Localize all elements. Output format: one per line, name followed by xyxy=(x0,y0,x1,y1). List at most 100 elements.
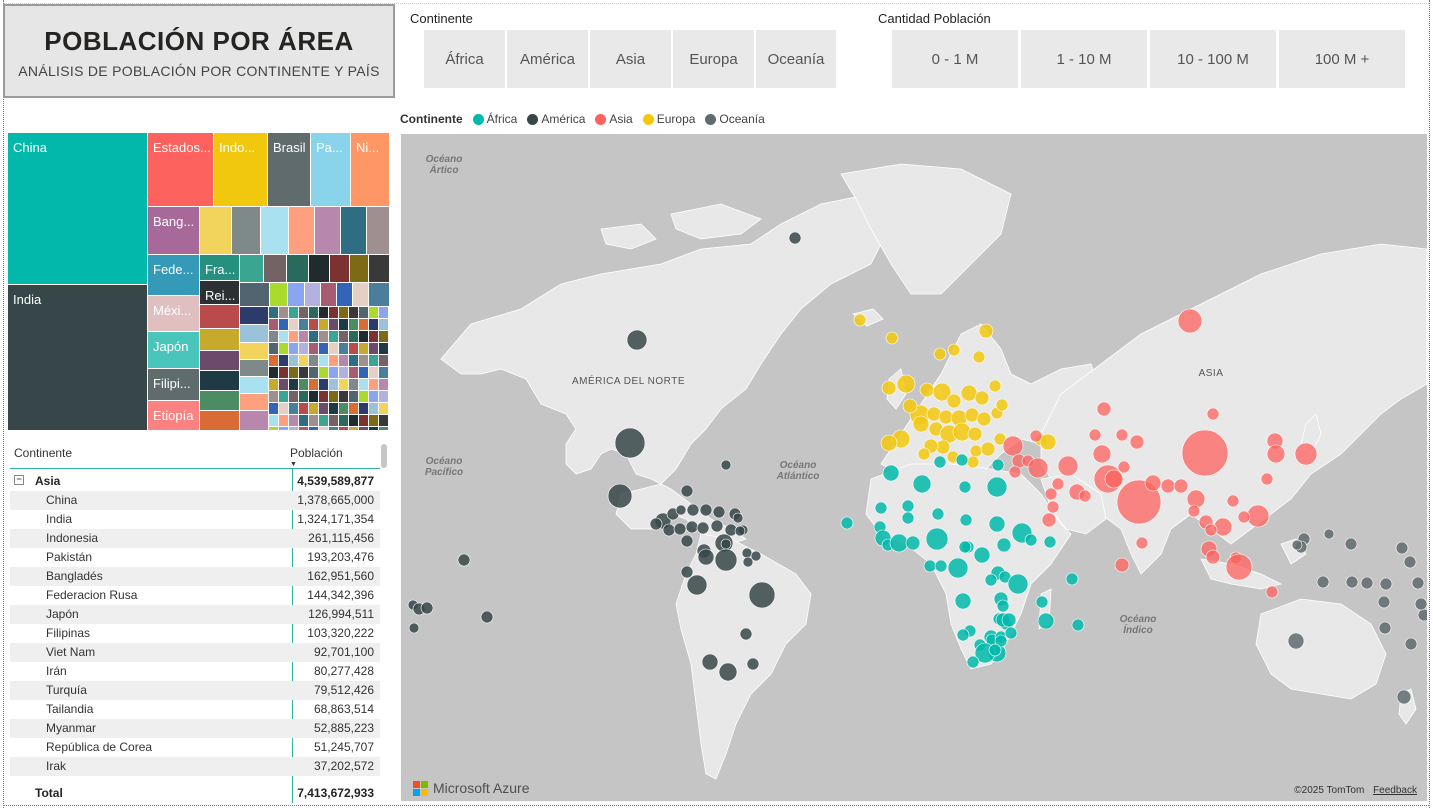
treemap-tile[interactable] xyxy=(369,331,379,343)
country-bubble[interactable] xyxy=(1345,575,1359,589)
country-bubble[interactable] xyxy=(934,559,948,573)
country-bubble[interactable] xyxy=(946,393,962,409)
country-bubble[interactable] xyxy=(932,382,952,402)
treemap-tile[interactable] xyxy=(305,283,321,307)
table-row[interactable]: Bangladés 162,951,560 xyxy=(10,567,380,586)
country-bubble[interactable] xyxy=(480,610,494,624)
country-bubble[interactable] xyxy=(880,434,898,452)
table-row[interactable]: Viet Nam 92,701,100 xyxy=(10,643,380,662)
country-bubble[interactable] xyxy=(748,581,776,609)
legend-item-asia[interactable]: Asia xyxy=(595,112,633,126)
treemap-tile[interactable] xyxy=(389,403,390,415)
country-bubble[interactable] xyxy=(626,329,648,351)
treemap-tile[interactable] xyxy=(359,391,369,403)
treemap-tile[interactable] xyxy=(337,283,353,307)
country-bubble[interactable] xyxy=(1344,537,1358,551)
country-bubble[interactable] xyxy=(1226,494,1240,508)
country-bubble[interactable] xyxy=(978,323,994,339)
treemap-tile[interactable] xyxy=(339,367,349,379)
treemap-tile[interactable] xyxy=(279,391,289,403)
country-bubble[interactable] xyxy=(1078,489,1092,503)
treemap-tile[interactable] xyxy=(389,331,390,343)
treemap-tile[interactable] xyxy=(309,343,319,355)
treemap-tile[interactable] xyxy=(270,283,288,307)
treemap-tile[interactable] xyxy=(309,427,319,431)
country-bubble[interactable] xyxy=(720,538,732,550)
country-bubble[interactable] xyxy=(1225,553,1253,581)
treemap-tile[interactable] xyxy=(299,379,309,391)
treemap-tile[interactable] xyxy=(309,415,319,427)
country-bubble[interactable] xyxy=(958,540,972,554)
treemap-tile[interactable] xyxy=(379,355,389,367)
treemap-tile[interactable] xyxy=(309,367,319,379)
slicer-america-button[interactable]: América xyxy=(507,30,588,88)
treemap-tile[interactable] xyxy=(269,415,279,427)
treemap-tile[interactable] xyxy=(279,415,289,427)
treemap-tile[interactable] xyxy=(339,331,349,343)
slicer-10-100m-button[interactable]: 10 - 100 M xyxy=(1150,30,1276,88)
treemap-tile[interactable] xyxy=(359,355,369,367)
country-bubble[interactable] xyxy=(967,426,983,442)
treemap-tile[interactable] xyxy=(309,307,319,319)
treemap-tile[interactable] xyxy=(369,283,390,307)
country-bubble[interactable] xyxy=(673,522,687,536)
treemap-tile[interactable] xyxy=(369,367,379,379)
treemap-tile[interactable] xyxy=(329,403,339,415)
country-bubble[interactable] xyxy=(960,384,978,402)
country-bubble[interactable] xyxy=(954,592,972,610)
treemap-tile[interactable] xyxy=(379,415,389,427)
table-row[interactable]: Irán 80,277,428 xyxy=(10,662,380,681)
country-bubble[interactable] xyxy=(701,653,719,671)
country-bubble[interactable] xyxy=(1117,460,1131,474)
country-bubble[interactable] xyxy=(926,406,942,422)
country-bubble[interactable] xyxy=(1037,612,1055,630)
treemap-tile[interactable] xyxy=(299,367,309,379)
treemap-tile[interactable] xyxy=(319,307,329,319)
treemap-tile[interactable] xyxy=(269,403,279,415)
country-bubble[interactable] xyxy=(1205,549,1221,565)
country-bubble[interactable] xyxy=(1266,444,1286,464)
treemap-tile[interactable] xyxy=(349,331,359,343)
country-bubble[interactable] xyxy=(919,382,935,398)
treemap-tile[interactable] xyxy=(359,379,369,391)
country-bubble[interactable] xyxy=(912,415,930,433)
treemap-tile[interactable] xyxy=(240,325,269,343)
treemap-tile[interactable] xyxy=(359,403,369,415)
country-bubble[interactable] xyxy=(988,643,1002,657)
country-bubble[interactable] xyxy=(980,441,996,457)
treemap-tile[interactable] xyxy=(309,403,319,415)
country-bubble[interactable] xyxy=(1024,533,1038,547)
country-bubble[interactable] xyxy=(905,535,921,551)
treemap-tile[interactable] xyxy=(379,331,389,343)
country-bubble[interactable] xyxy=(1007,573,1029,595)
treemap-tile-mexico[interactable]: Méxi... xyxy=(148,296,200,332)
country-bubble[interactable] xyxy=(720,459,732,471)
country-bubble[interactable] xyxy=(1206,407,1220,421)
treemap-tile[interactable] xyxy=(309,331,319,343)
country-bubble[interactable] xyxy=(1265,585,1279,599)
treemap-tile[interactable] xyxy=(289,207,315,255)
treemap-tile[interactable] xyxy=(289,343,299,355)
treemap-tile[interactable] xyxy=(299,415,309,427)
country-bubble[interactable] xyxy=(699,503,713,517)
treemap-tile-reino-unido[interactable]: Rei... xyxy=(200,281,240,305)
treemap-tile[interactable] xyxy=(232,207,261,255)
country-bubble[interactable] xyxy=(1414,597,1427,611)
table-row[interactable]: Turquía 79,512,426 xyxy=(10,681,380,700)
legend-item-africa[interactable]: África xyxy=(472,112,517,126)
country-bubble[interactable] xyxy=(996,599,1010,613)
treemap-tile[interactable] xyxy=(319,403,329,415)
country-bubble[interactable] xyxy=(1260,472,1274,486)
treemap-tile[interactable] xyxy=(319,379,329,391)
country-bubble[interactable] xyxy=(901,511,915,525)
treemap-tile[interactable] xyxy=(339,379,349,391)
country-bubble[interactable] xyxy=(874,501,888,515)
country-bubble[interactable] xyxy=(1411,576,1425,590)
treemap-tile[interactable] xyxy=(240,343,269,360)
treemap-tile[interactable] xyxy=(329,367,339,379)
country-bubble[interactable] xyxy=(882,464,900,482)
treemap-tile[interactable] xyxy=(369,319,379,331)
table-row[interactable]: Tailandia 68,863,514 xyxy=(10,700,380,719)
country-bubble[interactable] xyxy=(1204,523,1218,537)
treemap-tile[interactable] xyxy=(289,355,299,367)
